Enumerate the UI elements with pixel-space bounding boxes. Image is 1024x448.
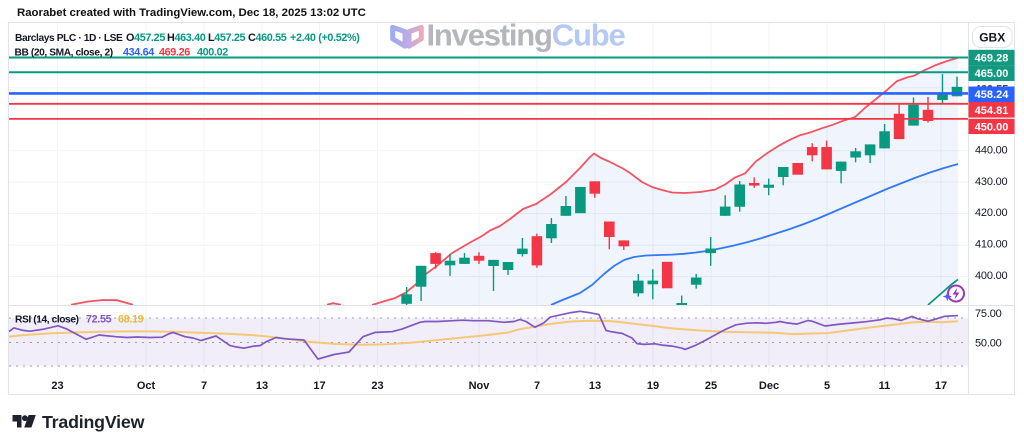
svg-text:Barclays PLC · 1D · LSE: Barclays PLC · 1D · LSE (15, 33, 123, 44)
svg-text:17: 17 (313, 380, 325, 392)
svg-text:450.00: 450.00 (975, 121, 1009, 133)
svg-text:17: 17 (935, 380, 947, 392)
svg-text:400.00: 400.00 (975, 270, 1008, 282)
svg-text:420.00: 420.00 (975, 207, 1008, 219)
svg-text:+2.40 (+0.52%): +2.40 (+0.52%) (290, 32, 360, 44)
svg-text:7: 7 (201, 380, 207, 392)
svg-text:454.81: 454.81 (975, 105, 1009, 117)
svg-text:13: 13 (589, 380, 601, 392)
svg-text:465.00: 465.00 (975, 68, 1009, 80)
svg-text:11: 11 (879, 380, 891, 392)
svg-text:440.00: 440.00 (975, 144, 1008, 156)
svg-text:410.00: 410.00 (975, 239, 1008, 251)
svg-text:72.55: 72.55 (86, 314, 112, 326)
svg-text:13: 13 (256, 380, 268, 392)
svg-text:Dec: Dec (759, 380, 779, 392)
svg-text:C460.55: C460.55 (248, 32, 287, 44)
svg-text:469.28: 469.28 (975, 53, 1009, 65)
svg-text:O457.25: O457.25 (126, 32, 165, 44)
svg-text:RSI (14, close): RSI (14, close) (15, 315, 79, 326)
svg-text:75.00: 75.00 (975, 308, 1002, 320)
svg-text:23: 23 (371, 380, 383, 392)
svg-text:5: 5 (824, 380, 830, 392)
svg-text:Nov: Nov (469, 380, 491, 392)
svg-text:BB (20, SMA, close, 2): BB (20, SMA, close, 2) (15, 48, 113, 59)
svg-text:469.26: 469.26 (159, 47, 190, 59)
svg-text:TradingView: TradingView (42, 412, 145, 432)
svg-text:7: 7 (534, 380, 540, 392)
svg-text:430.00: 430.00 (975, 176, 1008, 188)
svg-text:458.24: 458.24 (975, 89, 1010, 101)
svg-text:InvestingCube: InvestingCube (427, 17, 626, 52)
svg-text:23: 23 (51, 380, 63, 392)
svg-text:19: 19 (647, 380, 659, 392)
svg-text:434.64: 434.64 (123, 47, 154, 59)
svg-text:25: 25 (705, 380, 717, 392)
svg-text:400.02: 400.02 (197, 47, 228, 59)
svg-text:Raorabet created with TradingV: Raorabet created with TradingView.com, D… (17, 7, 366, 19)
svg-text:68.19: 68.19 (118, 314, 144, 326)
svg-text:50.00: 50.00 (975, 338, 1002, 350)
svg-text:GBX: GBX (979, 31, 1005, 45)
svg-text:H463.40: H463.40 (167, 32, 206, 44)
svg-text:Oct: Oct (137, 380, 156, 392)
svg-text:L457.25: L457.25 (208, 32, 246, 44)
